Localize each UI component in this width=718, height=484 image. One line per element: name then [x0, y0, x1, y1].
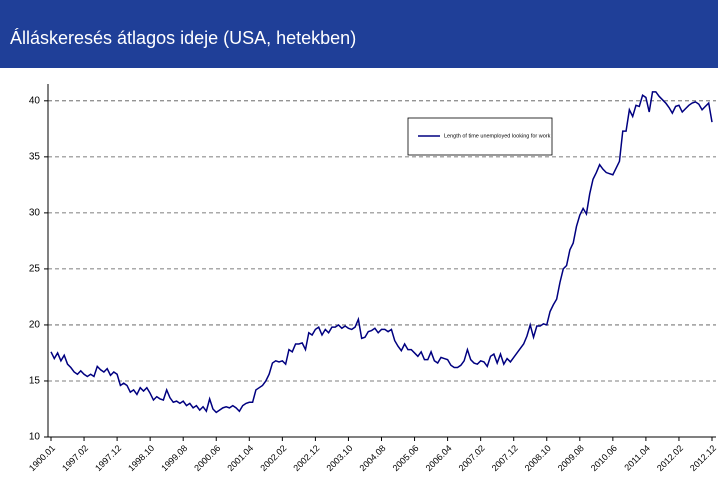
- x-tick-label: 2010.06: [589, 443, 619, 473]
- x-tick-label: 2002.02: [258, 443, 288, 473]
- chart-title: Álláskeresés átlagos ideje (USA, hetekbe…: [10, 28, 356, 48]
- y-tick-label: 40: [29, 95, 41, 106]
- y-tick-label: 35: [29, 151, 41, 162]
- y-tick-label: 30: [29, 208, 41, 219]
- y-tick-label: 20: [29, 320, 41, 331]
- x-tick-label: 2006.04: [424, 443, 454, 473]
- x-tick-label: 2007.12: [490, 443, 520, 473]
- x-tick-label: 1997.02: [60, 443, 90, 473]
- x-tick-label: 2011.04: [622, 443, 652, 473]
- legend-box: [407, 117, 553, 156]
- y-tick-label: 10: [29, 432, 41, 443]
- x-tick-label: 2009.08: [556, 443, 586, 473]
- x-tick-label: 2008.10: [523, 443, 553, 473]
- y-tick-label: 15: [29, 376, 41, 387]
- legend-label: Length of time unemployed looking for wo…: [444, 133, 551, 139]
- x-tick-label: 2002.12: [291, 443, 321, 473]
- data-line: [50, 91, 713, 414]
- title-bar: [0, 0, 718, 68]
- x-tick-label: 1998.10: [126, 443, 156, 473]
- x-tick-label: 2012.02: [655, 443, 685, 473]
- x-tick-label: 2005.06: [391, 443, 421, 473]
- x-tick-label: 1999.08: [159, 443, 189, 473]
- x-tick-label: 2004.08: [358, 443, 388, 473]
- x-tick-label: 2000.06: [192, 443, 222, 473]
- x-tick-label: 1997.12: [93, 443, 123, 473]
- x-tick-label: 2007.02: [457, 443, 487, 473]
- x-tick-label: 2001.04: [225, 443, 255, 473]
- x-tick-label: 1900.01: [27, 443, 57, 473]
- x-tick-label: 2003.10: [324, 443, 354, 473]
- x-tick-label: 2012.12: [688, 443, 718, 473]
- y-tick-label: 25: [29, 264, 41, 275]
